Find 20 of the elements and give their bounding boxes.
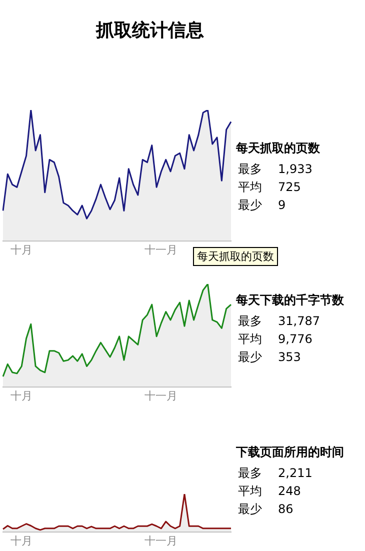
text: 平均 248: [238, 484, 301, 498]
text: 最多 31,787: [238, 314, 320, 328]
text: 下载页面所用的时间: [236, 444, 345, 461]
x-tick-label: 十一月: [144, 389, 178, 402]
series-label: 每天下载的千字节数: [236, 292, 345, 309]
x-tick-label: 十一月: [144, 534, 178, 548]
x-tick-label: 十月: [10, 243, 33, 256]
text: 最少 9: [238, 198, 286, 212]
series-label: 每天抓取的页数: [236, 140, 321, 157]
text: 平均 9,776: [238, 332, 312, 346]
chart-title: 抓取统计信息: [94, 19, 205, 42]
x-tick-label: 十一月: [144, 243, 178, 256]
x-tick-label: 十月: [10, 389, 33, 402]
x-tick-label: 十月: [10, 534, 33, 548]
text: 最多 1,933: [238, 162, 312, 176]
text: 最多 2,211: [238, 466, 312, 480]
text: 最少 353: [238, 350, 301, 364]
text: 最少 86: [238, 502, 294, 516]
text: 每天抓取的页数: [197, 250, 274, 263]
text: 平均 725: [238, 180, 301, 194]
